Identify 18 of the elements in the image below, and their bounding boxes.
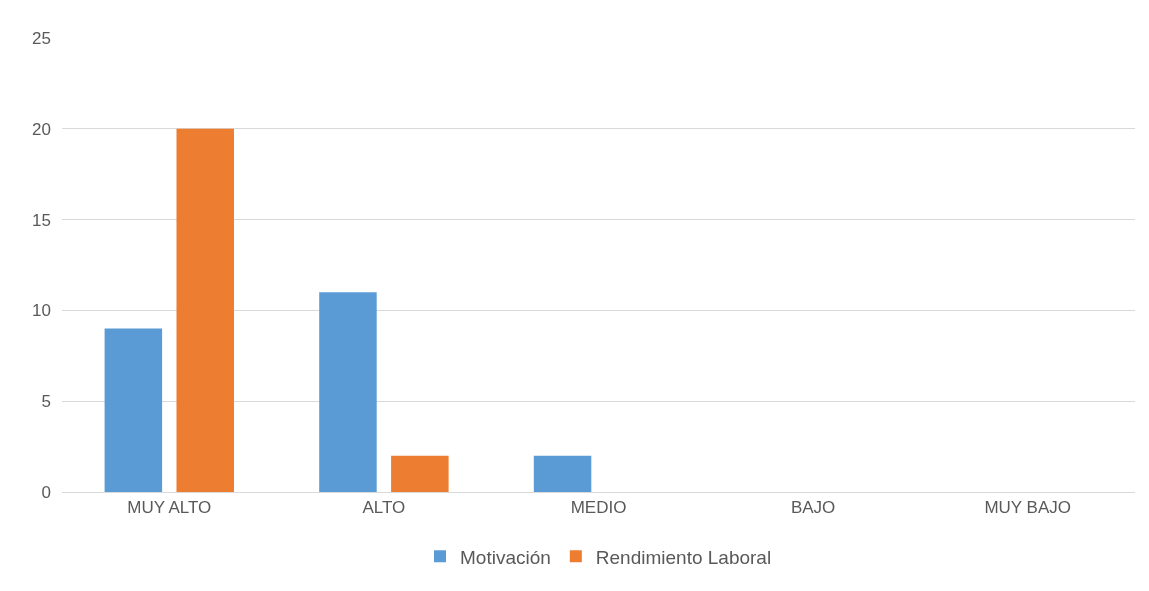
y-tick-label: 10: [32, 301, 51, 321]
x-tick-label: ALTO: [362, 498, 406, 518]
bar: [391, 455, 449, 492]
y-tick-label: 20: [32, 119, 51, 139]
bar: [533, 455, 592, 492]
legend-label: Motivación: [460, 546, 551, 568]
y-tick-label: 25: [32, 28, 51, 48]
bar: [104, 328, 163, 492]
x-tick-label: BAJO: [790, 498, 836, 518]
x-tick-label: MUY BAJO: [984, 498, 1071, 518]
y-tick-label: 5: [41, 392, 51, 412]
y-tick-label: 0: [41, 482, 51, 502]
y-tick-label: 15: [32, 210, 51, 230]
x-tick-label: MUY ALTO: [127, 498, 212, 518]
bar: [319, 292, 377, 492]
bar: [176, 128, 234, 492]
legend-label: Rendimiento Laboral: [595, 546, 772, 568]
x-tick-label: MEDIO: [570, 498, 627, 518]
